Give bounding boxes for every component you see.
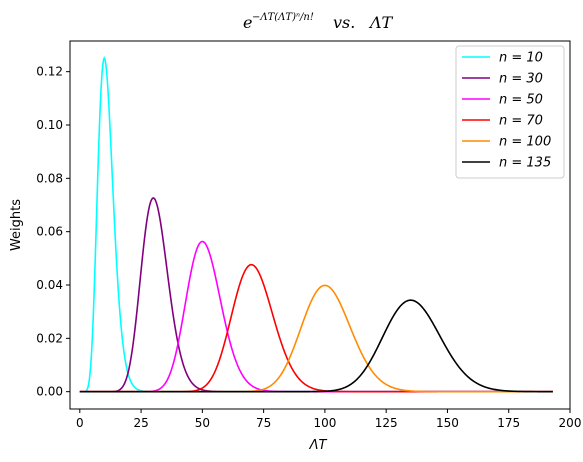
legend-label-n100: n = 100: [499, 135, 551, 150]
series-line-n30: [79, 197, 553, 393]
series-line-n100: [79, 284, 553, 393]
x-tick-label: 50: [195, 416, 210, 430]
x-tick-label: 175: [497, 416, 520, 430]
x-tick-label: 75: [256, 416, 271, 430]
y-tick-label: 0.06: [36, 225, 63, 239]
y-axis-ticks: 0.00 0.02 0.04 0.06 0.08 0.10 0.12: [36, 65, 70, 399]
chart-title: e −ΛT(ΛT)ⁿ/n! vs. ΛT: [243, 12, 394, 32]
x-tick-label: 0: [76, 416, 84, 430]
title-superscript: −ΛT(ΛT)ⁿ/n!: [252, 12, 314, 23]
y-tick-label: 0.10: [36, 118, 63, 132]
x-axis-ticks: 0 25 50 75 100 125 150 175 200: [76, 409, 581, 430]
legend-label-n50: n = 50: [499, 93, 543, 108]
title-vs: vs.: [333, 13, 355, 32]
y-tick-label: 0.02: [36, 331, 63, 345]
legend-label-n70: n = 70: [499, 114, 543, 129]
y-tick-label: 0.04: [36, 278, 63, 292]
legend-label-n30: n = 30: [499, 72, 543, 87]
series-group: [79, 56, 553, 393]
legend-box: [455, 45, 565, 179]
x-tick-label: 100: [313, 416, 336, 430]
x-tick-label: 150: [436, 416, 459, 430]
series-line-n135: [79, 299, 553, 393]
x-tick-label: 200: [559, 416, 582, 430]
legend-label-n135: n = 135: [499, 156, 551, 171]
legend-label-n10: n = 10: [499, 51, 543, 66]
y-axis-label: Weights: [9, 199, 24, 251]
x-axis-label: ΛT: [309, 438, 328, 453]
series-line-n70: [79, 263, 553, 393]
y-tick-label: 0.08: [36, 171, 63, 185]
y-tick-label: 0.12: [36, 65, 63, 79]
legend: n = 10 n = 30 n = 50 n = 70 n = 100 n = 135: [455, 45, 565, 179]
series-line-n50: [79, 240, 553, 393]
y-tick-label: 0.00: [36, 385, 63, 399]
x-tick-label: 125: [375, 416, 398, 430]
plot-area: [69, 40, 571, 410]
title-rhs: ΛT: [368, 13, 394, 32]
title-base: e: [243, 13, 252, 32]
x-tick-label: 25: [133, 416, 148, 430]
